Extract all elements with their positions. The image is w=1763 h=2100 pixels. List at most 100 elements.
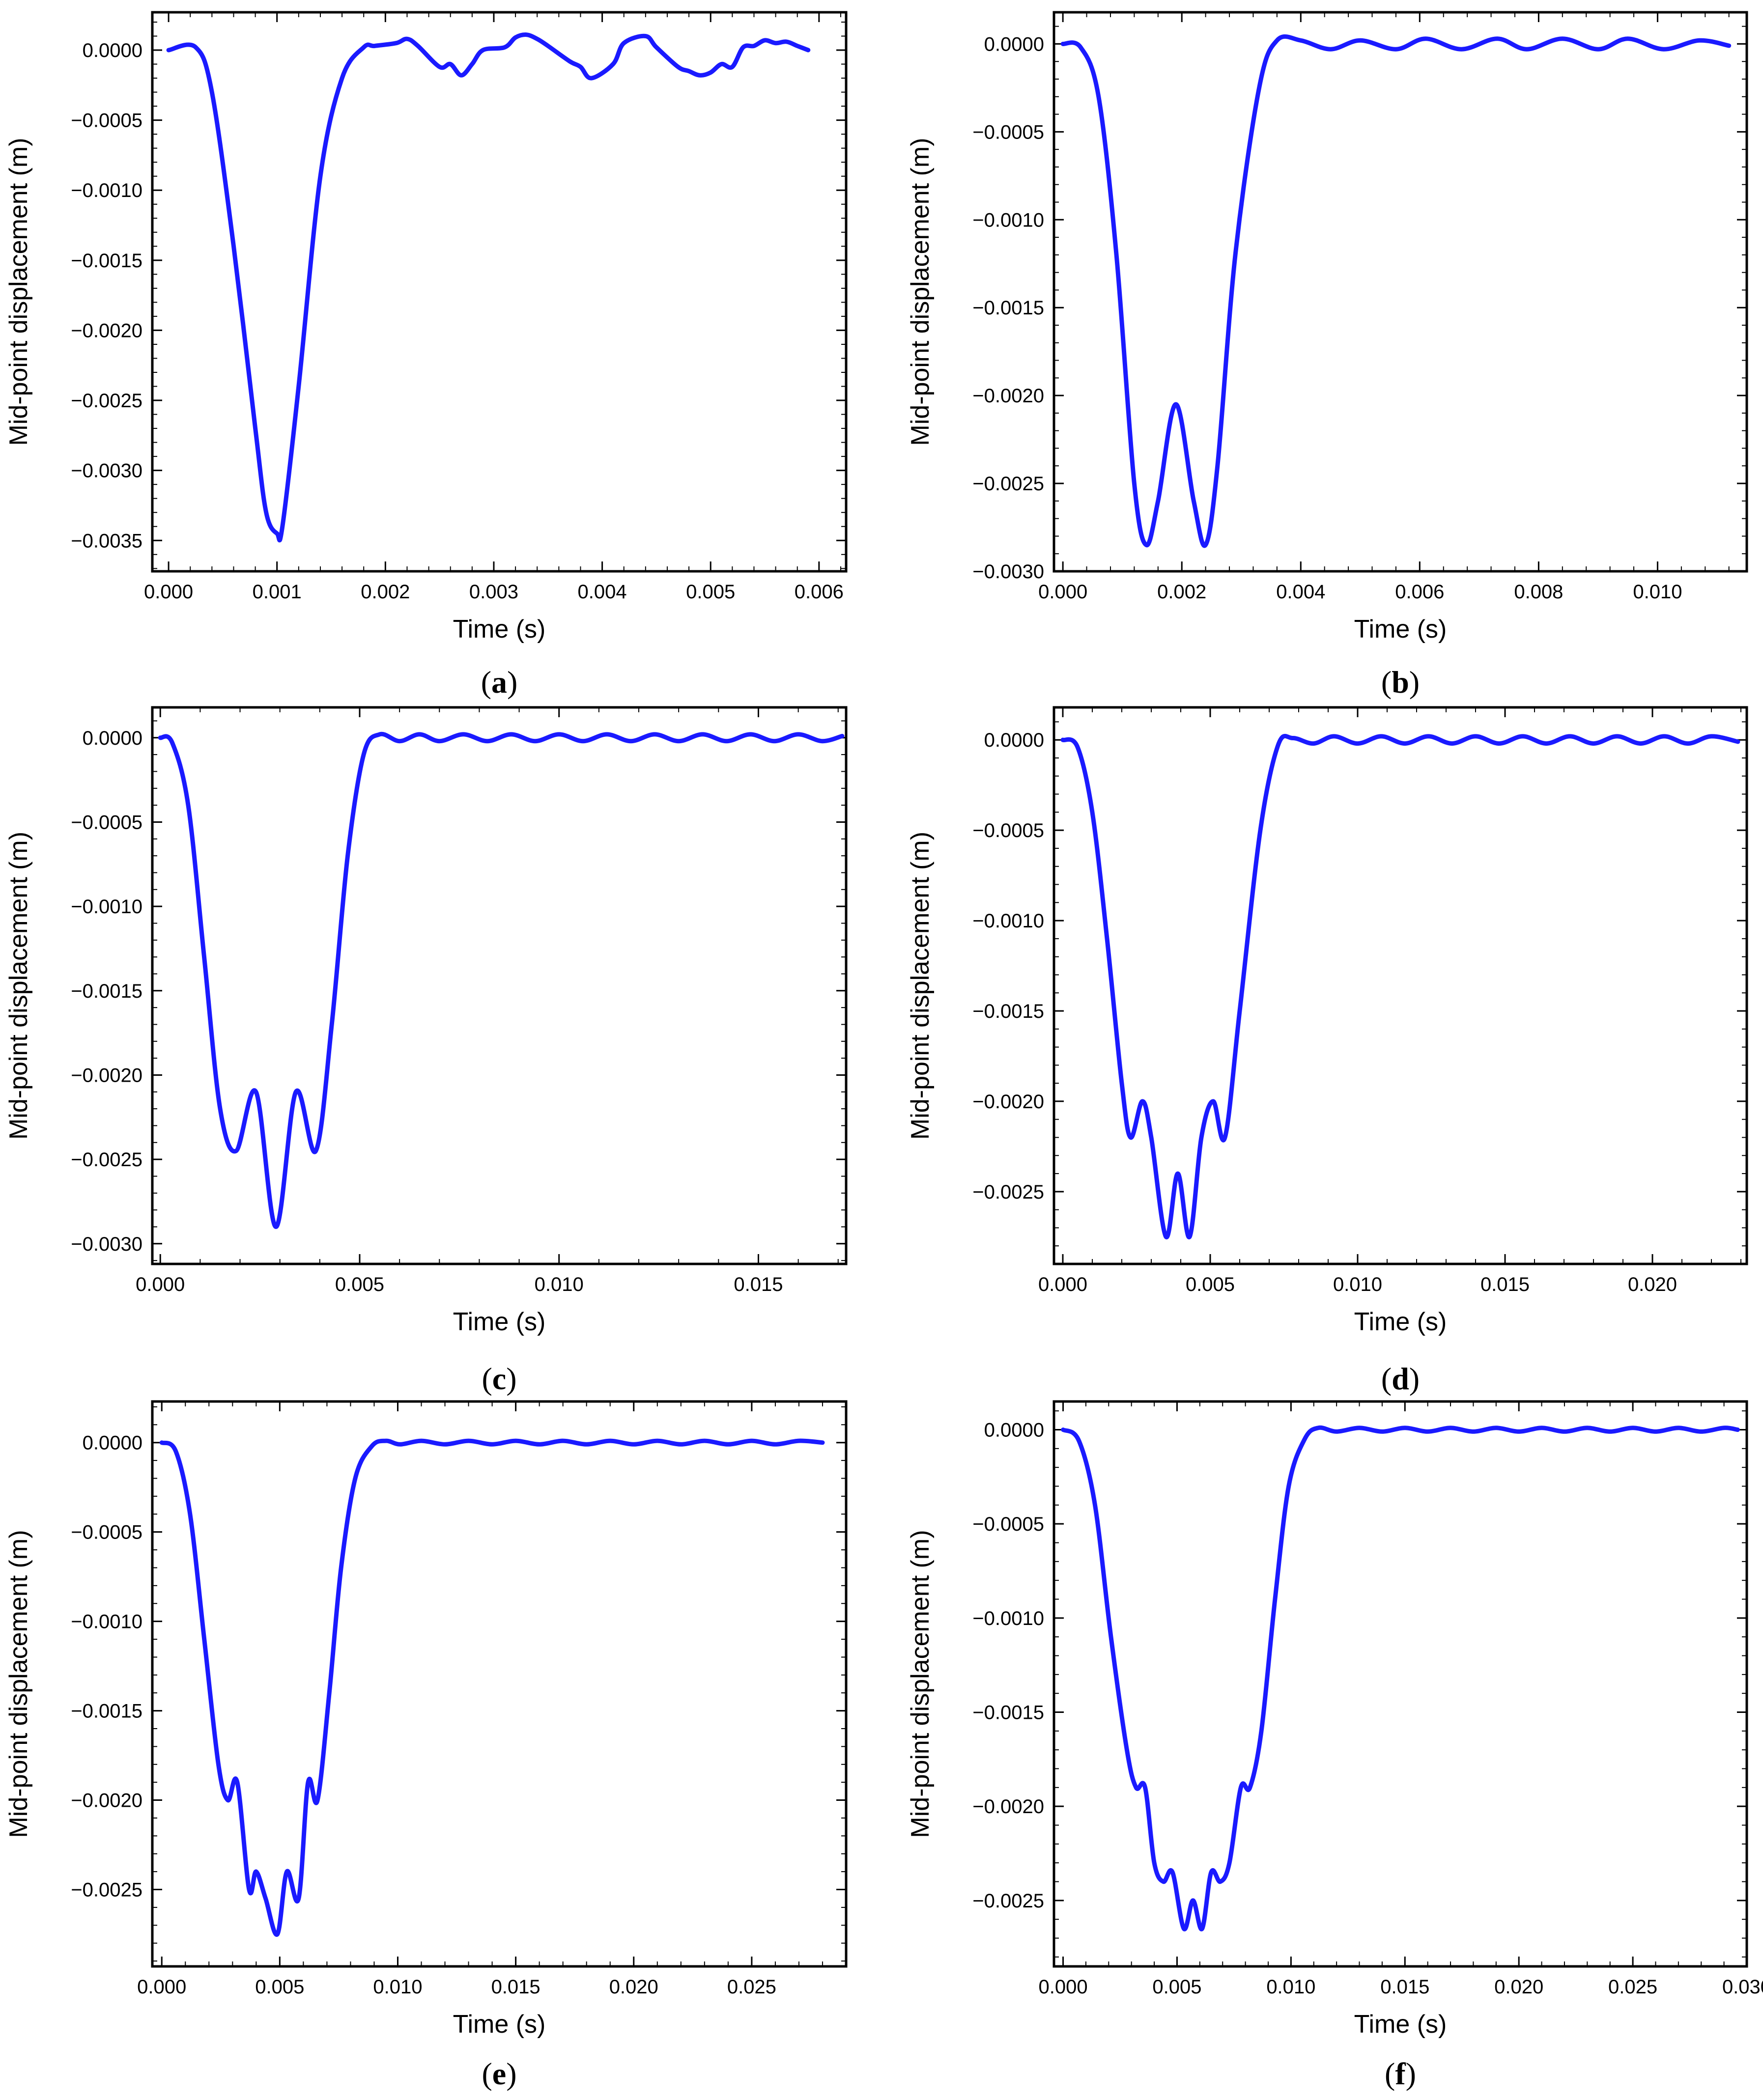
chart-panel-e: 0.000 0.005 0.010 0.015 0.020 0.025 0.0000 −0.0…	[4, 1400, 848, 2091]
x-tick-label: 0.010	[535, 1274, 584, 1295]
plot-frame	[151, 706, 848, 1265]
y-tick-label: 0.0000	[83, 728, 142, 749]
y-axis-label: Mid-point displacement (m)	[906, 138, 935, 446]
x-tick-label: 0.020	[609, 1976, 658, 1998]
panel-caption: (b)	[1381, 665, 1420, 700]
y-axis-label: Mid-point displacement (m)	[4, 1530, 33, 1838]
x-tick-label: 0.005	[1152, 1976, 1201, 1998]
y-tick-label: −0.0025	[71, 1149, 142, 1171]
y-tick-label: −0.0005	[972, 820, 1044, 841]
y-tick-label: −0.0005	[71, 812, 142, 833]
plot-frame	[1052, 706, 1748, 1265]
caption-paren-open: (	[482, 2056, 492, 2091]
panel-caption: (e)	[482, 2056, 516, 2091]
chart-panel-d: 0.000 0.005 0.010 0.015 0.020 0.0000 −0.0005 −0…	[906, 706, 1748, 1396]
y-tick-label: −0.0025	[972, 1890, 1044, 1912]
caption-paren-close: )	[506, 2056, 516, 2091]
x-tick-label: 0.000	[136, 1274, 185, 1295]
x-axis-label: Time (s)	[453, 615, 546, 644]
y-tick-label: −0.0020	[972, 1796, 1044, 1818]
y-tick-label: −0.0010	[972, 910, 1044, 932]
caption-paren-open: (	[482, 1361, 492, 1396]
x-tick-label: 0.000	[137, 1976, 186, 1998]
y-axis-label: Mid-point displacement (m)	[906, 1530, 935, 1838]
y-tick-label: −0.0035	[71, 530, 142, 552]
y-tick-label: −0.0020	[71, 1064, 142, 1086]
x-axis-label: Time (s)	[1354, 615, 1447, 644]
x-tick-label: 0.004	[578, 581, 627, 603]
x-tick-label: 0.002	[361, 581, 410, 603]
y-tick-label: −0.0025	[972, 473, 1044, 495]
y-tick-label: −0.0030	[972, 561, 1044, 583]
chart-panel-b: 0.000 0.002 0.004 0.006 0.008 0.010 0.0000 −0.0…	[906, 11, 1748, 700]
y-axis-label: Mid-point displacement (m)	[4, 832, 33, 1140]
y-tick-label: −0.0020	[71, 320, 142, 341]
y-tick-label: −0.0015	[972, 1702, 1044, 1724]
y-tick-label: −0.0030	[71, 460, 142, 482]
x-tick-label: 0.010	[373, 1976, 422, 1998]
y-tick-label: −0.0010	[71, 1611, 142, 1633]
x-tick-label: 0.010	[1333, 1274, 1382, 1295]
caption-paren-open: (	[481, 665, 491, 700]
caption-paren-close: )	[1409, 1361, 1420, 1396]
panel-caption: (f)	[1385, 2056, 1416, 2091]
y-tick-label: 0.0000	[83, 1432, 142, 1454]
x-tick-label: 0.006	[1395, 581, 1444, 603]
x-axis-label: Time (s)	[453, 2010, 546, 2039]
x-tick-label: 0.003	[469, 581, 518, 603]
caption-paren-open: (	[1381, 1361, 1392, 1396]
x-tick-label: 0.005	[255, 1976, 304, 1998]
x-tick-label: 0.005	[1186, 1274, 1235, 1295]
x-axis-label: Time (s)	[1354, 1308, 1447, 1336]
y-tick-label: 0.0000	[984, 729, 1044, 751]
x-tick-label: 0.000	[1038, 1976, 1087, 1998]
series-line	[166, 32, 811, 543]
x-tick-label: 0.020	[1494, 1976, 1543, 1998]
series-line	[1060, 34, 1732, 548]
caption-paren-close: )	[507, 665, 517, 700]
x-axis-label: Time (s)	[1354, 2010, 1447, 2039]
caption-letter: f	[1395, 2056, 1406, 2091]
series-line	[158, 731, 845, 1229]
caption-letter: c	[492, 1361, 506, 1396]
y-tick-label: −0.0020	[972, 385, 1044, 407]
x-tick-label: 0.005	[335, 1274, 384, 1295]
y-tick-label: −0.0025	[71, 390, 142, 412]
y-tick-label: −0.0005	[71, 110, 142, 132]
x-tick-label: 0.010	[1633, 581, 1682, 603]
x-tick-label: 0.030	[1722, 1976, 1763, 1998]
panel-caption: (c)	[482, 1361, 516, 1396]
x-tick-label: 0.005	[686, 581, 735, 603]
caption-paren-open: (	[1385, 2056, 1395, 2091]
x-tick-label: 0.004	[1276, 581, 1325, 603]
y-tick-label: 0.0000	[83, 40, 142, 61]
caption-paren-close: )	[1409, 665, 1420, 700]
x-tick-label: 0.006	[795, 581, 844, 603]
y-tick-label: −0.0015	[71, 250, 142, 272]
y-tick-label: −0.0015	[71, 1701, 142, 1722]
plot-frame	[151, 11, 848, 573]
caption-letter: d	[1392, 1361, 1409, 1396]
chart-panel-c: 0.000 0.005 0.010 0.015 0.0000 −0.0005 −0.0010…	[4, 706, 848, 1396]
caption-paren-open: (	[1381, 665, 1392, 700]
caption-paren-close: )	[506, 1361, 516, 1396]
caption-letter: e	[492, 2056, 506, 2091]
y-tick-label: −0.0015	[972, 1001, 1044, 1022]
panel-caption: (d)	[1381, 1361, 1420, 1396]
series-line	[1060, 733, 1740, 1239]
y-tick-label: −0.0025	[71, 1879, 142, 1901]
x-axis-label: Time (s)	[453, 1308, 546, 1336]
x-tick-label: 0.000	[1038, 1274, 1087, 1295]
x-tick-label: 0.000	[144, 581, 193, 603]
plot-frame	[1052, 11, 1748, 573]
y-tick-label: −0.0010	[972, 209, 1044, 231]
x-tick-label: 0.001	[253, 581, 302, 603]
y-axis-label: Mid-point displacement (m)	[4, 138, 33, 446]
y-tick-label: −0.0020	[972, 1091, 1044, 1113]
x-tick-label: 0.015	[734, 1274, 783, 1295]
y-tick-label: −0.0010	[71, 896, 142, 918]
x-tick-label: 0.000	[1038, 581, 1087, 603]
y-tick-label: 0.0000	[984, 1420, 1044, 1441]
x-tick-label: 0.015	[1480, 1274, 1530, 1295]
x-tick-label: 0.020	[1628, 1274, 1677, 1295]
